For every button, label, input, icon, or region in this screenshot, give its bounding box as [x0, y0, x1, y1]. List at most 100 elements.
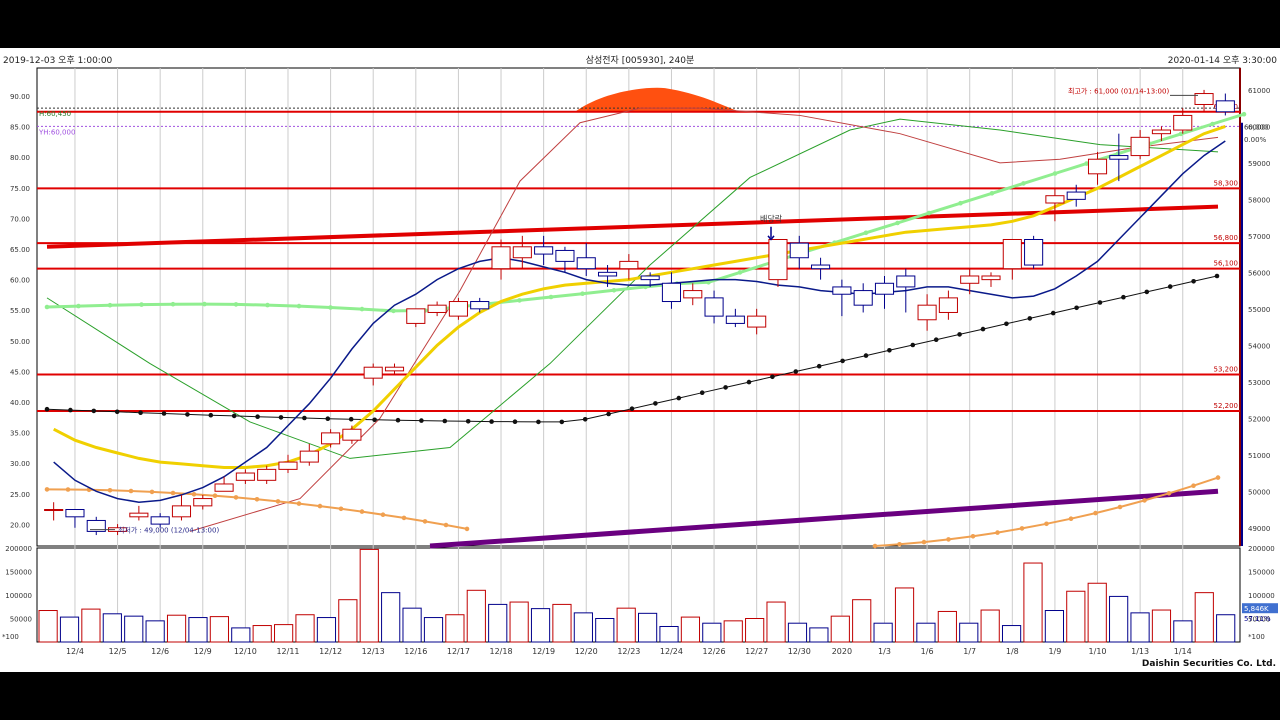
ma-orange-dot	[44, 487, 50, 492]
candle-down	[874, 282, 895, 295]
candle-down	[1215, 100, 1235, 113]
ma-light-green-dot	[737, 270, 743, 275]
y-right-tick: 56000	[1248, 269, 1270, 277]
ma-orange-right-dot	[946, 537, 951, 542]
candle-down	[86, 519, 106, 532]
candle-down	[576, 257, 596, 270]
y-left-tick: 35.00	[10, 430, 30, 438]
ma-orange-dot	[296, 501, 302, 506]
ma-orange-dot	[170, 490, 176, 496]
high-price-label: 최고가 : 61,000 (01/14-13:00)	[1068, 87, 1169, 96]
ma-orange-right-dot	[1142, 498, 1147, 503]
ma-orange-dot	[275, 499, 281, 504]
ma-light-green-dot	[863, 230, 869, 236]
candle-down	[853, 290, 873, 306]
ma-orange-right-dot	[921, 539, 927, 545]
ma-light-green-dot	[958, 200, 963, 206]
volume-bar-up	[1194, 592, 1214, 643]
left-top-label: H:60,450	[39, 110, 71, 118]
volume-bar-down	[124, 615, 144, 643]
overbought-fill	[575, 87, 740, 112]
ma-orange-right-dot	[1044, 521, 1049, 527]
ma-orange-right-dot	[1019, 526, 1025, 531]
ma-orange-right-dot	[872, 543, 878, 549]
ma-black-dot	[793, 369, 799, 374]
volume-bar-down	[488, 603, 508, 643]
volume-bar-down	[1044, 610, 1065, 643]
ma-black-dot	[489, 419, 494, 424]
x-tick-label: 12/18	[489, 647, 512, 656]
ma-black-dot	[816, 363, 822, 369]
ma-black-dot	[255, 414, 260, 420]
ma-black-dot	[1097, 300, 1103, 305]
y-left-tick: 70.00	[10, 215, 30, 223]
x-tick-label: 12/12	[319, 647, 342, 656]
ma-light-green-dot	[611, 288, 617, 293]
candle-up	[981, 275, 1001, 281]
y-right-tick: 59000	[1248, 160, 1270, 168]
candle-down	[597, 271, 618, 277]
ma-black-dot	[1191, 279, 1196, 284]
chart-header: 2019-12-03 오후 1:00:00 삼성전자 [005930], 240…	[0, 48, 1280, 68]
low-price-label: 최저가 : 49,000 (12/04-13:00)	[118, 526, 219, 535]
volume-tick-left: 200000	[5, 545, 32, 553]
y-right-tick: 60000	[1248, 123, 1270, 131]
price-chart[interactable]: 12/4 12/5 12/6 12/9 12/10 12/11 12/12 12/13 12/1…	[0, 48, 1280, 672]
volume-bar-up	[359, 548, 379, 643]
x-tick-label: 12/6	[151, 647, 169, 656]
x-tick-label: 1/8	[1006, 647, 1019, 656]
ma-black-dot	[887, 348, 892, 353]
current-price-label: 60,000	[1244, 123, 1269, 131]
ma-black-dot	[840, 358, 845, 364]
ma-black-dot	[1004, 321, 1009, 327]
ma-black-dot	[1167, 284, 1173, 289]
ma-black-dot	[325, 416, 331, 422]
chart-title: 삼성전자 [005930], 240분	[585, 56, 695, 66]
ma-black-dot	[910, 342, 916, 348]
candle-up	[235, 472, 255, 481]
volume-bar-up	[766, 601, 786, 643]
candle-up	[917, 304, 937, 321]
volume-bar-up	[466, 589, 486, 643]
volume-bar-down	[231, 627, 251, 643]
ma-black-dot	[653, 401, 658, 406]
ma-orange-right-dot	[1166, 491, 1172, 496]
x-tick-label: 12/27	[745, 647, 768, 656]
trend-line-purple	[429, 488, 1219, 549]
ma-orange-dot	[212, 493, 218, 499]
ma-light-green-dot	[548, 294, 554, 300]
x-tick-label: 1/14	[1174, 647, 1192, 656]
volume-bar-down	[1173, 620, 1193, 643]
ma-orange-dot	[380, 512, 386, 517]
candle-up	[321, 432, 341, 445]
volume-bar-down	[873, 622, 893, 643]
volume-tick-right: 150000	[1248, 569, 1275, 577]
ma-black-dot	[208, 412, 214, 418]
resistance-label: 58,300	[1214, 179, 1239, 187]
y-right-tick: 50000	[1248, 488, 1270, 496]
ma-black-dot	[770, 374, 775, 380]
volume-bar-up	[1087, 582, 1107, 643]
ma-light-green-dot	[44, 304, 50, 310]
ma-orange-right-dot	[1068, 516, 1074, 521]
ma-orange-right-dot	[1117, 504, 1123, 510]
volume-bar-up	[166, 614, 187, 643]
ma-light-green-dot	[265, 302, 270, 308]
volume-scale-left: *100	[2, 633, 19, 641]
ma-black-dot	[723, 385, 728, 390]
trend-line-red	[46, 204, 1219, 249]
candle-up	[427, 304, 447, 313]
volume-bar-down	[102, 613, 122, 643]
volume-badge-label: 5,846K	[1244, 605, 1269, 613]
ma-orange-right-dot	[970, 534, 976, 539]
chart-window: 2019-12-03 오후 1:00:00 삼성전자 [005930], 240…	[0, 48, 1280, 672]
volume-bar-up	[509, 601, 529, 643]
x-tick-label: 12/24	[660, 647, 683, 656]
volume-bar-down	[787, 622, 808, 643]
y-left-tick: 20.00	[10, 521, 30, 529]
volume-tick-right: 200000	[1248, 545, 1275, 553]
y-right-tick: 49000	[1248, 525, 1270, 533]
y-right-tick: 55000	[1248, 306, 1270, 314]
candle-up	[512, 246, 532, 259]
x-tick-label: 1/3	[878, 647, 891, 656]
